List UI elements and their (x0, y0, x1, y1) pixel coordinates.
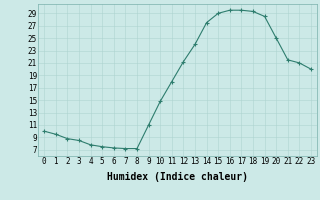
X-axis label: Humidex (Indice chaleur): Humidex (Indice chaleur) (107, 172, 248, 182)
